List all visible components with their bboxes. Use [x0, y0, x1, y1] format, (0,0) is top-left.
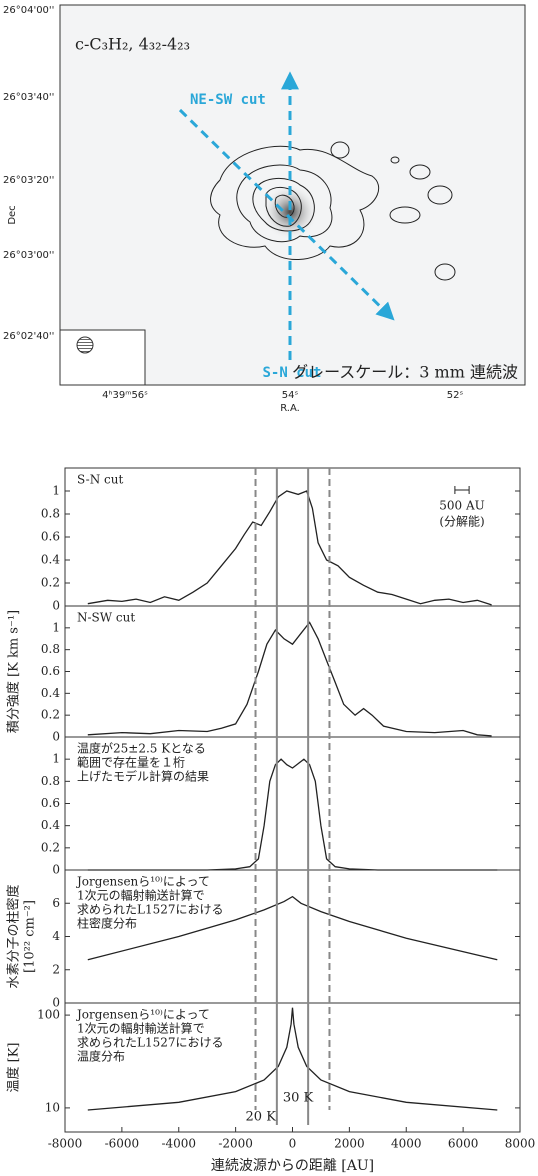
panel-annotation: 1次元の輻射輸送計算で: [77, 1021, 205, 1036]
panel-annotation: S-N cut: [77, 473, 123, 487]
y-tick-label: 2: [52, 962, 60, 976]
x-tick-label: 4000: [391, 1137, 422, 1151]
ra-label: R.A.: [280, 403, 300, 414]
y-tick-label: 0.2: [41, 840, 60, 854]
line: [88, 491, 492, 605]
panel-annotation: N-SW cut: [77, 611, 135, 625]
x-tick-label: -6000: [105, 1137, 140, 1151]
panel-annotation: 範囲で存在量を１桁: [77, 755, 185, 770]
dec-tick-label: 26°03'40'': [3, 92, 54, 103]
ra-tick-label: 52ˢ: [447, 390, 464, 401]
reference-label: 30 K: [283, 1091, 314, 1106]
figure: c-C₃H₂, 4₃₂-4₂₃ NE-SW cut S-N cut グレースケー…: [0, 0, 538, 1176]
x-tick-label: -2000: [218, 1137, 253, 1151]
y-tick-label: 0.8: [41, 774, 60, 788]
dec-tick-label: 26°03'20'': [3, 175, 54, 186]
ra-tick-label: 54ˢ: [282, 390, 299, 401]
y-tick-label: 0.4: [41, 553, 60, 567]
y-axis-label: 温度 [K]: [6, 1043, 22, 1093]
y-tick-label: 0.8: [41, 507, 60, 521]
y-tick-label: 0: [52, 730, 60, 744]
panel-annotation: 温度が25±2.5 Kとなる: [77, 741, 206, 756]
panel-annotation: 温度分布: [77, 1049, 125, 1064]
beam-box: [60, 330, 145, 385]
y-tick-label: 0.8: [41, 642, 60, 656]
y-tick-label: 0.2: [41, 576, 60, 590]
y-tick-label: 10: [45, 1100, 60, 1114]
scale-bar-label: 500 AU: [439, 499, 485, 513]
x-tick-label: 6000: [448, 1137, 479, 1151]
y-axis-label: 水素分子の柱密度: [6, 884, 22, 988]
x-tick-label: 0: [289, 1137, 297, 1151]
dec-tick-label: 26°02'40'': [3, 331, 54, 342]
panel-frame: [65, 606, 520, 737]
panel-annotation: Jorgensenら¹⁰⁾によって: [75, 1008, 210, 1022]
map-title: c-C₃H₂, 4₃₂-4₂₃: [75, 35, 190, 54]
line: [88, 622, 492, 736]
ra-tick-label: 4ʰ39ᵐ56ˢ: [102, 390, 148, 401]
panel-annotation: 上げたモデル計算の結果: [77, 769, 209, 784]
map-caption: グレースケール：3 mm 連続波: [292, 363, 518, 382]
x-tick-label: 8000: [505, 1137, 536, 1151]
y-tick-label: 0.2: [41, 708, 60, 722]
dec-tick-label: 26°03'00'': [3, 250, 54, 261]
scale-bar: [455, 486, 469, 494]
x-axis-label: 連続波源からの距離 [AU]: [211, 1157, 374, 1174]
dec-label: Dec: [7, 205, 18, 224]
panel-frame: [65, 468, 520, 606]
scale-bar-note: (分解能): [439, 515, 484, 529]
cut-label: NE-SW cut: [190, 92, 266, 108]
y-tick-label: 0.4: [41, 818, 60, 832]
panel-annotation: 柱密度分布: [77, 916, 137, 931]
y-tick-label: 100: [37, 1008, 60, 1022]
y-axis-label: [10²² cm⁻²]: [23, 900, 38, 973]
x-tick-label: 2000: [334, 1137, 365, 1151]
x-tick-label: -4000: [161, 1137, 196, 1151]
y-tick-label: 0: [52, 863, 60, 877]
reference-label: 20 K: [246, 1110, 277, 1125]
map: c-C₃H₂, 4₃₂-4₂₃ NE-SW cut S-N cut グレースケー…: [3, 5, 525, 414]
y-tick-label: 4: [52, 929, 60, 943]
y-tick-label: 1: [52, 620, 60, 634]
y-tick-label: 0.4: [41, 686, 60, 700]
beam: [77, 337, 93, 353]
y-tick-label: 6: [52, 896, 60, 910]
x-tick-label: -8000: [48, 1137, 83, 1151]
y-tick-label: 0.6: [41, 664, 60, 678]
panel-annotation: 求められたL1527における: [77, 1036, 224, 1050]
y-tick-label: 0.6: [41, 530, 60, 544]
y-tick-label: 0.6: [41, 796, 60, 810]
panel-annotation: 1次元の輻射輸送計算で: [77, 888, 205, 903]
y-tick-label: 0: [52, 599, 60, 613]
y-tick-label: 1: [52, 484, 60, 498]
dec-tick-label: 26°04'00'': [3, 5, 54, 16]
y-axis-label: 積分強度 [K km s⁻¹]: [6, 610, 22, 733]
panel-annotation: 求められたL1527における: [77, 903, 224, 917]
panel-annotation: Jorgensenら¹⁰⁾によって: [75, 875, 210, 889]
y-tick-label: 1: [52, 752, 60, 766]
